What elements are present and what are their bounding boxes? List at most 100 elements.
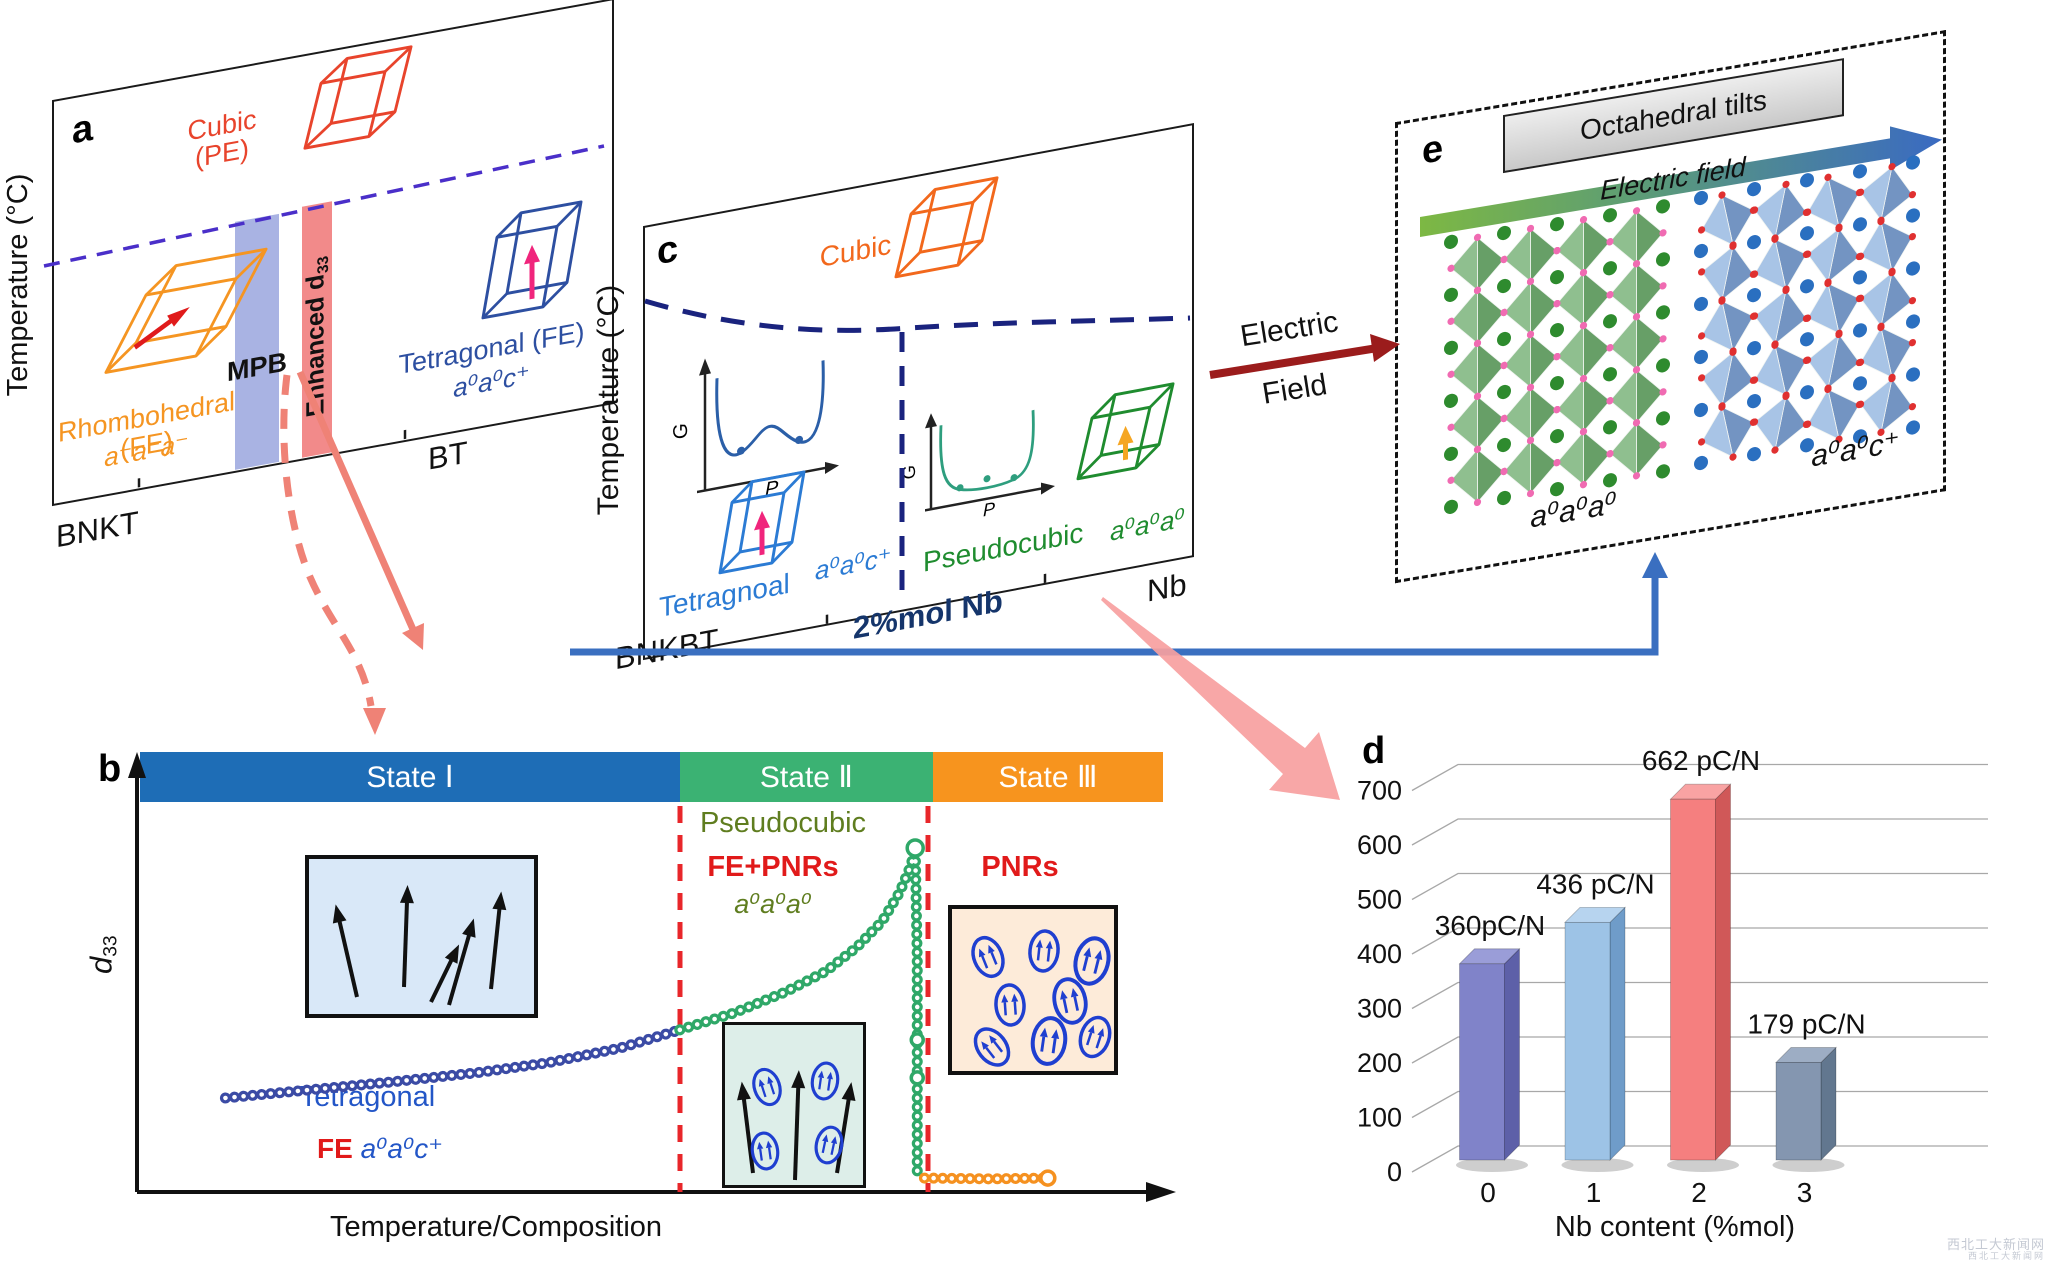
oxygen-site [1856,358,1865,366]
cube-edge [895,251,921,278]
a-site-cation [1853,376,1867,391]
oxygen-site [1632,313,1641,321]
a-site-cation [1656,199,1670,214]
octahedron [1447,339,1508,401]
cubic-cell-drawing [303,45,413,150]
oxygen-site [1729,348,1737,356]
panel-b-x-arrowhead [1146,1182,1176,1202]
state-2-text: State Ⅱ [759,760,854,794]
state-3-text: State Ⅲ [998,760,1098,794]
oxygen-site [1659,282,1667,290]
octahedron [1553,269,1614,330]
watermark: 西北工大新闻网 西北工大新闻网 [1947,1237,2045,1262]
y-tick-label: 200 [1357,1048,1402,1078]
gridline [1411,927,1988,955]
gridline [1411,872,1988,901]
a-site-cation [1497,490,1511,506]
oxygen-site [1697,438,1706,446]
panel-b-label: b [98,748,122,790]
octahedron [1750,286,1811,348]
oxygen-site [1750,206,1759,214]
cube-edge [1077,454,1102,480]
a-site-cation [1800,332,1814,347]
cube-edge [1091,393,1116,420]
a-site-cation [1444,340,1458,355]
a-site-cation [1603,420,1617,435]
a-site-cation [1603,261,1617,276]
octahedron [1803,330,1864,392]
state-3-header: State Ⅲ [933,752,1163,802]
x-category-label: 0 [1480,1177,1496,1208]
a-site-cation [1444,446,1458,461]
octahedron [1803,385,1864,443]
bar-shadow [1561,1158,1634,1172]
y-tick-label: 0 [1387,1157,1402,1187]
octahedron [1447,392,1508,454]
a-site-cation [1853,270,1867,285]
oxygen-site [1750,418,1759,426]
a-site-cation [1906,155,1920,170]
oxygen-site [1500,255,1508,264]
oxygen-site [1659,229,1667,237]
pseudocubic-cell-drawing [1076,382,1175,481]
well-minimum [1010,474,1018,482]
oxygen-site [1750,376,1759,384]
oxygen-site [1856,294,1865,302]
electric-field-arrow [1209,342,1391,379]
a-site-cation [1656,411,1670,426]
oxygen-site [1771,446,1779,454]
octahedron [1500,436,1561,498]
oxygen-site [1473,233,1482,242]
fe-domain-arrow [429,944,460,1003]
oxygen-site [1526,436,1535,445]
oxygen-site [1908,402,1917,411]
fe-tilt-text: a⁰a⁰c⁺ [360,1133,443,1164]
cube-face [303,70,387,150]
oxygen-site [1908,338,1917,347]
oxygen-site [1750,270,1759,278]
a-site-cation [1497,437,1511,453]
a-site-cation [1906,367,1920,382]
pseudocubic-label: Pseudocubic [699,807,867,839]
pnr-ellipse [1028,929,1060,973]
oxygen-site [1579,322,1588,330]
a-site-cation [1497,278,1511,294]
oxygen-site [1473,286,1482,295]
a-site-cation [1444,287,1458,302]
bar [1670,798,1716,1161]
a-site-cation [1444,234,1458,249]
y-tick-label: 700 [1357,776,1402,806]
oxygen-site [1824,173,1832,181]
oxygen-site [1579,216,1588,224]
panel-a-y-axis-label: Temperature (°C) [2,173,34,397]
bar-value-label: 662 pC/N [1642,745,1760,776]
oxygen-site [1473,339,1482,348]
oxygen-site [1473,392,1482,401]
a-site-cation [1800,173,1814,188]
a-site-cation [1444,393,1458,408]
oxygen-site [1750,312,1759,320]
octahedron [1856,374,1917,436]
oxygen-site [1659,335,1667,343]
a-site-cation [1853,429,1867,444]
dashed-salmon-arrowhead [363,708,386,735]
bar-value-label: 436 pC/N [1536,868,1654,899]
cube-face [894,200,975,279]
cube-edge [482,292,508,319]
a-site-cation [1550,481,1564,497]
a-site-cation [1747,394,1761,409]
oxygen-site [1824,385,1832,393]
x-category-label: 2 [1691,1177,1707,1208]
bar-top [1564,906,1626,923]
bar-shadow [1772,1158,1845,1172]
curve-marker [909,1070,926,1086]
state-2-domain-inset [722,1022,866,1188]
oxygen-site [1659,441,1667,449]
bar-value-label: 179 pC/N [1747,1008,1865,1039]
oxygen-site [1729,242,1737,250]
octahedron [1803,279,1864,337]
oxygen-site [1606,344,1614,352]
fe-pnrs-label: FE+PNRs [707,851,839,883]
a-site-cation [1853,164,1867,179]
bar-shadow [1456,1158,1528,1172]
